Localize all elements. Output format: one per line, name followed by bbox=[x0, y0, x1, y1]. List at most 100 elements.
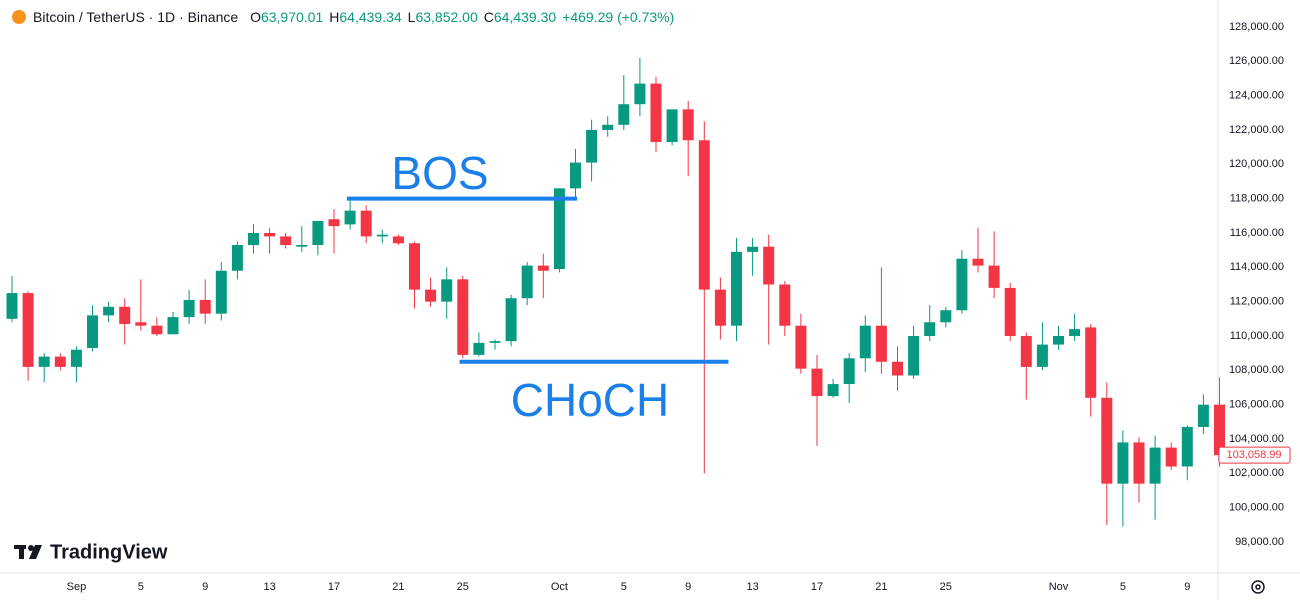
x-tick-label: 17 bbox=[811, 581, 823, 593]
candle-body bbox=[54, 356, 66, 367]
candle bbox=[827, 378, 839, 398]
x-tick-label: Nov bbox=[1049, 581, 1069, 593]
candle-body bbox=[859, 325, 871, 359]
candle-body bbox=[199, 299, 211, 314]
candle-body bbox=[489, 341, 501, 343]
logo-icon bbox=[14, 545, 42, 559]
candle-body bbox=[731, 251, 742, 326]
candle-body bbox=[602, 124, 614, 130]
last-price-tag bbox=[1218, 446, 1291, 464]
candle-body bbox=[473, 342, 485, 355]
y-tick-label: 112,000.00 bbox=[1230, 296, 1284, 308]
candle bbox=[956, 250, 968, 314]
ohlc-label: L bbox=[407, 9, 416, 25]
candle bbox=[296, 226, 308, 252]
candle-body bbox=[988, 265, 1000, 288]
candle-body bbox=[505, 298, 517, 342]
candle bbox=[441, 267, 453, 319]
candle bbox=[682, 100, 694, 177]
x-tick-label: 21 bbox=[875, 581, 887, 593]
candle bbox=[425, 277, 437, 307]
settings-icon[interactable] bbox=[1251, 580, 1265, 594]
candle bbox=[167, 311, 179, 335]
x-tick-label: 17 bbox=[328, 581, 340, 593]
candle bbox=[1020, 332, 1032, 400]
candle bbox=[521, 262, 533, 306]
candle bbox=[618, 75, 630, 130]
candle-body bbox=[811, 368, 823, 397]
x-tick-label: 5 bbox=[1120, 581, 1126, 593]
candle-body bbox=[1101, 397, 1113, 484]
candle bbox=[1197, 394, 1209, 434]
candle bbox=[264, 227, 276, 254]
candle bbox=[215, 262, 227, 321]
candle-body bbox=[135, 322, 147, 326]
candle-body bbox=[586, 129, 598, 163]
candle bbox=[473, 332, 485, 357]
x-tick-label: 9 bbox=[202, 581, 208, 593]
candle-body bbox=[6, 293, 18, 319]
candle-body bbox=[747, 246, 759, 252]
coin-icon bbox=[12, 10, 26, 24]
candle-body bbox=[714, 289, 726, 326]
candle bbox=[698, 121, 710, 474]
candle bbox=[1036, 322, 1048, 371]
y-tick-label: 110,000.00 bbox=[1230, 330, 1284, 342]
y-tick-label: 122,000.00 bbox=[1229, 124, 1284, 136]
candle-body bbox=[666, 109, 678, 142]
candle-body bbox=[892, 361, 903, 376]
candle bbox=[70, 346, 82, 383]
x-tick-label: Oct bbox=[551, 581, 568, 593]
x-tick-label: 5 bbox=[621, 581, 627, 593]
candle-body bbox=[618, 104, 630, 125]
candle bbox=[972, 227, 984, 273]
candle bbox=[135, 279, 147, 331]
x-tick-label: Sep bbox=[67, 581, 87, 593]
candle bbox=[650, 76, 662, 153]
ohlc-value: 64,439.34 bbox=[339, 9, 402, 25]
candle-body bbox=[248, 232, 259, 245]
ohlc-item: O63,970.01 bbox=[250, 9, 323, 25]
candle-body bbox=[875, 325, 887, 362]
ohlc-item: L63,852.00 bbox=[408, 9, 478, 25]
candle bbox=[843, 353, 855, 403]
candle-body bbox=[1004, 287, 1016, 336]
candle bbox=[763, 234, 775, 345]
y-tick-label: 118,000.00 bbox=[1230, 193, 1284, 205]
candle-body bbox=[231, 244, 243, 271]
candle bbox=[6, 275, 18, 323]
candle bbox=[666, 109, 678, 146]
y-tick-label: 128,000.00 bbox=[1229, 21, 1284, 33]
candle bbox=[328, 208, 340, 254]
candle-body bbox=[843, 358, 855, 385]
candle-body bbox=[1036, 344, 1048, 367]
candle-body bbox=[70, 349, 82, 367]
candle bbox=[392, 234, 404, 245]
candle-body bbox=[1117, 442, 1129, 484]
candle-body bbox=[956, 258, 968, 311]
y-tick-label: 102,000.00 bbox=[1229, 467, 1284, 479]
candle-body bbox=[1053, 335, 1064, 345]
candle-body bbox=[924, 322, 936, 336]
candle bbox=[747, 238, 759, 276]
candle bbox=[811, 354, 823, 446]
y-tick-label: 98,000.00 bbox=[1235, 536, 1284, 548]
candle-body bbox=[972, 258, 984, 266]
candle-body bbox=[215, 270, 227, 314]
candle-body bbox=[682, 109, 694, 141]
symbol: Bitcoin / TetherUS · 1D · Binance bbox=[33, 9, 239, 25]
candle-body bbox=[795, 325, 807, 369]
candle bbox=[795, 313, 807, 374]
candle-body bbox=[698, 140, 710, 290]
ohlc-label: C bbox=[483, 9, 494, 25]
candle bbox=[908, 325, 920, 379]
candle bbox=[376, 229, 388, 244]
candle-body bbox=[650, 83, 662, 142]
candle bbox=[875, 267, 887, 374]
candle bbox=[924, 305, 936, 342]
candle-body bbox=[38, 356, 50, 367]
y-tick-label: 106,000.00 bbox=[1229, 399, 1284, 411]
y-tick-label: 126,000.00 bbox=[1229, 55, 1284, 67]
